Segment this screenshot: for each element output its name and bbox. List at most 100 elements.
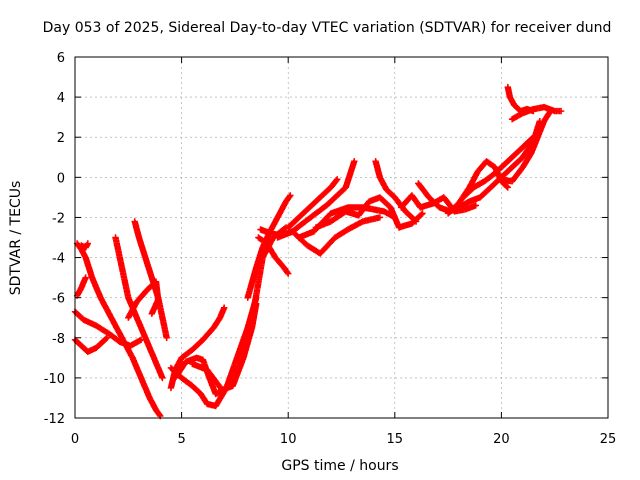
data-point	[553, 110, 556, 112]
data-point	[150, 276, 153, 279]
data-point	[274, 256, 277, 259]
data-point	[257, 236, 260, 239]
data-point	[462, 196, 464, 199]
data-point	[148, 397, 151, 399]
data-point	[138, 236, 140, 239]
x-tick-label: 20	[493, 432, 510, 447]
data-point	[485, 160, 488, 163]
data-point	[494, 166, 496, 169]
data-point	[212, 326, 215, 329]
data-point	[202, 338, 204, 341]
data-point	[398, 226, 400, 229]
series-track	[189, 224, 290, 394]
data-point	[84, 246, 87, 249]
data-point	[150, 312, 153, 315]
data-point	[99, 296, 102, 299]
data-point	[389, 206, 392, 209]
chart-title: Day 053 of 2025, Sidereal Day-to-day VTE…	[43, 20, 612, 36]
data-point	[110, 316, 113, 319]
data-point	[421, 212, 424, 215]
x-tick-label: 0	[71, 432, 79, 447]
data-point	[170, 387, 172, 389]
data-point	[344, 186, 347, 189]
x-tick-label: 15	[387, 432, 404, 447]
data-point	[379, 216, 381, 219]
data-point	[394, 196, 396, 199]
data-point	[330, 220, 332, 223]
data-point	[270, 232, 272, 235]
y-tick-label: -4	[52, 252, 65, 267]
data-point	[185, 361, 187, 363]
data-point	[253, 306, 255, 309]
data-point	[129, 345, 132, 347]
data-point	[283, 266, 285, 269]
data-point	[511, 180, 513, 183]
data-point	[246, 296, 249, 299]
data-point	[174, 377, 177, 379]
data-point	[511, 166, 513, 169]
data-point	[347, 228, 349, 231]
data-point	[153, 357, 155, 359]
series-markers	[459, 130, 541, 201]
data-point	[353, 160, 356, 163]
series-track	[73, 274, 89, 299]
data-point	[95, 347, 98, 349]
y-tick-label: -10	[44, 372, 65, 387]
data-point	[319, 252, 321, 255]
data-point	[80, 286, 83, 289]
data-point	[206, 403, 208, 405]
y-tick-label: -6	[52, 292, 65, 307]
data-point	[157, 298, 159, 301]
data-point	[368, 200, 371, 203]
data-point	[80, 345, 83, 347]
data-point	[86, 351, 89, 353]
data-point	[472, 186, 475, 189]
data-point	[325, 204, 328, 207]
series-track	[125, 278, 162, 321]
data-point	[538, 120, 541, 122]
y-tick-label: 0	[57, 171, 65, 186]
data-point	[306, 244, 309, 247]
data-point	[521, 166, 524, 169]
data-point	[334, 236, 336, 239]
x-axis-label: GPS time / hours	[281, 458, 398, 474]
data-point	[255, 266, 258, 269]
data-point	[312, 230, 315, 233]
data-point	[347, 206, 349, 209]
data-point	[494, 172, 496, 175]
data-point	[140, 338, 142, 341]
data-point	[509, 96, 511, 98]
data-point	[165, 336, 168, 339]
data-point	[415, 220, 417, 223]
data-point	[506, 86, 509, 88]
data-point	[214, 393, 217, 395]
data-point	[357, 214, 360, 217]
data-series	[71, 83, 565, 420]
data-point	[214, 405, 217, 407]
data-point	[334, 196, 336, 199]
data-point	[287, 272, 290, 275]
data-point	[191, 349, 194, 351]
data-point	[136, 316, 138, 319]
data-point	[543, 120, 545, 122]
data-point	[136, 300, 138, 303]
data-point	[298, 236, 300, 239]
data-point	[80, 244, 83, 247]
data-point	[155, 409, 157, 411]
data-point	[191, 385, 194, 387]
data-point	[560, 110, 562, 112]
data-point	[84, 256, 87, 259]
series-track	[372, 158, 420, 225]
data-point	[515, 152, 518, 155]
series-track	[312, 194, 426, 231]
data-point	[308, 206, 311, 209]
data-point	[504, 162, 507, 165]
data-point	[319, 196, 321, 199]
data-point	[127, 296, 130, 299]
y-tick-label: 4	[57, 91, 65, 106]
data-point	[242, 357, 245, 359]
data-point	[170, 367, 172, 369]
data-point	[400, 206, 402, 209]
series-track	[508, 103, 565, 123]
data-point	[315, 226, 317, 229]
